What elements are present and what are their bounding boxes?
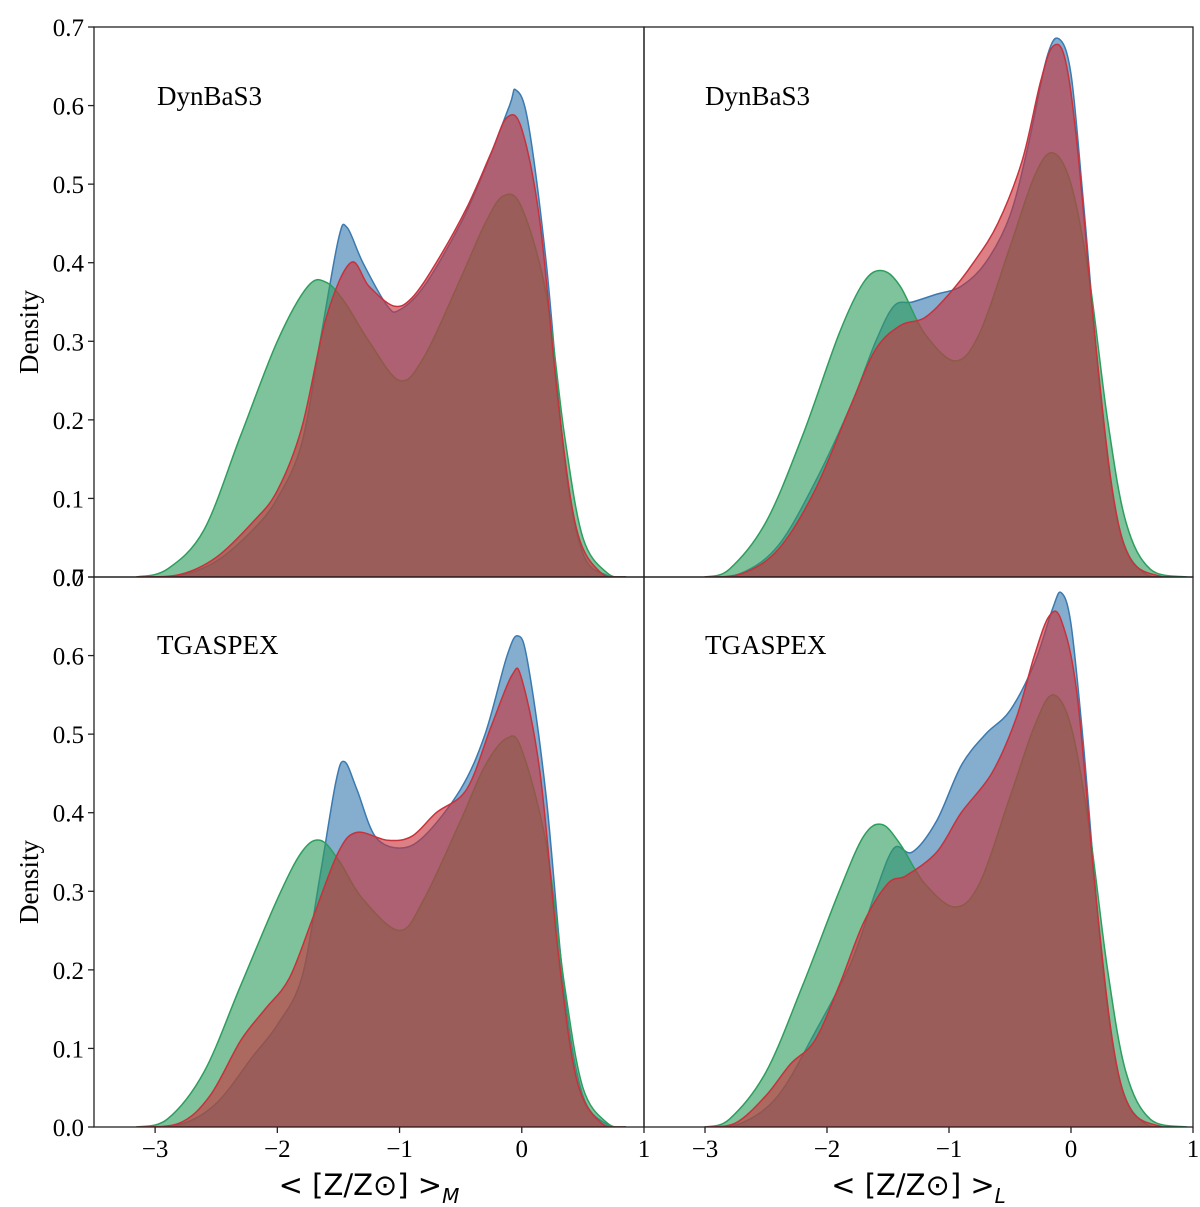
y-tick-label: 0.4	[53, 801, 85, 828]
x-tick-label: 1	[1187, 1136, 1200, 1163]
y-tick-label: 0.0	[53, 1115, 84, 1142]
panel-label: TGASPEX	[705, 630, 827, 660]
panel-label: DynBaS3	[157, 81, 262, 111]
panel-2-plot-area	[704, 37, 1188, 577]
x-axis-label: < [Z/Z⊙] >L	[831, 1168, 1006, 1207]
panel-4-plot-area	[704, 591, 1188, 1127]
y-axis-label: Density	[14, 840, 44, 924]
density-area-series-3	[136, 667, 627, 1127]
x-tick-label: 1	[638, 1136, 651, 1163]
x-tick-label: −1	[386, 1136, 413, 1163]
x-tick-label: −3	[142, 1136, 169, 1163]
y-tick-label: 0.4	[53, 251, 85, 278]
x-tick-label: −2	[264, 1136, 291, 1163]
x-tick-label: −1	[936, 1136, 963, 1163]
y-tick-label: 0.7	[53, 565, 84, 592]
y-tick-label: 0.0	[53, 565, 84, 592]
x-axis-label: < [Z/Z⊙] >M	[279, 1168, 460, 1207]
frames-group	[88, 26, 1194, 1133]
panel-4-frame	[643, 576, 1194, 1128]
y-tick-label: 0.3	[53, 329, 84, 356]
y-tick-label: 0.2	[53, 958, 84, 985]
x-tick-label: 0	[516, 1136, 529, 1163]
y-tick-label: 0.5	[53, 722, 84, 749]
panels-group	[136, 37, 1188, 1127]
panel-1-plot-area	[136, 88, 627, 577]
y-tick-label: 0.7	[53, 15, 84, 42]
panel-label: TGASPEX	[157, 630, 279, 660]
y-tick-label: 0.3	[53, 879, 84, 906]
y-tick-label: 0.2	[53, 408, 84, 435]
labels-group: 0.0 0.1 0.2 0.3 0.4 0.5 0.6 0.7 DynBaS3 Density Dy…	[14, 15, 1199, 1207]
y-tick-label: 0.6	[53, 644, 84, 671]
x-tick-label: 0	[1065, 1136, 1078, 1163]
x-tick-label: −3	[692, 1136, 719, 1163]
y-tick-label: 0.5	[53, 172, 84, 199]
x-tick-label: −2	[814, 1136, 841, 1163]
y-tick-label: 0.1	[53, 486, 84, 513]
density-area-series-3	[704, 610, 1164, 1127]
panel-label: DynBaS3	[705, 81, 810, 111]
y-tick-label: 0.1	[53, 1036, 84, 1063]
y-axis-label: Density	[14, 290, 44, 374]
density-area-series-3	[704, 43, 1164, 577]
y-tick-label: 0.6	[53, 94, 84, 121]
density-area-series-3	[136, 113, 627, 577]
panel-3-plot-area	[136, 634, 627, 1127]
